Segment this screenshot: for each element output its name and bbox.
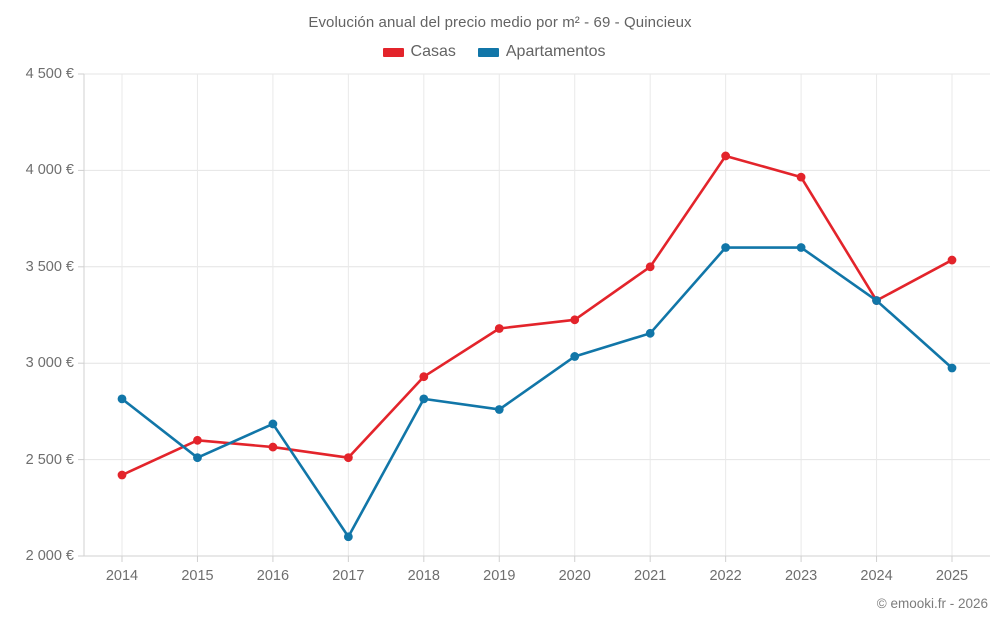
data-point[interactable] xyxy=(796,243,806,252)
series-line-1 xyxy=(120,246,954,539)
x-axis-tick-label: 2016 xyxy=(256,568,290,584)
data-point[interactable] xyxy=(947,255,957,265)
x-axis-tick-label: 2018 xyxy=(407,568,440,584)
data-point[interactable] xyxy=(645,328,655,338)
credit-text: © emooki.fr - 2026 xyxy=(876,596,988,611)
y-axis-tick-label: 2 000 € xyxy=(25,548,74,564)
x-axis-tick-label: 2020 xyxy=(558,568,591,584)
data-point[interactable] xyxy=(419,394,429,404)
legend-label-apartamentos: Apartamentos xyxy=(505,43,606,60)
x-axis-tick-label: 2019 xyxy=(483,568,516,584)
x-axis-tick-label: 2015 xyxy=(181,568,214,584)
x-axis-tick-label: 2024 xyxy=(860,568,893,584)
data-point[interactable] xyxy=(796,172,806,182)
series-line-0 xyxy=(120,154,954,477)
data-point[interactable] xyxy=(193,435,202,445)
data-point[interactable] xyxy=(193,453,202,463)
x-axis-tick-label: 2017 xyxy=(332,568,365,584)
y-axis-tick-label: 4 500 € xyxy=(25,66,74,82)
legend-entry-apartamentos[interactable]: Apartamentos xyxy=(477,43,606,60)
data-point[interactable] xyxy=(494,405,504,414)
data-point[interactable] xyxy=(117,470,127,480)
data-point[interactable] xyxy=(343,453,353,463)
data-point[interactable] xyxy=(343,532,353,542)
legend-swatch-apartamentos xyxy=(477,47,499,57)
x-axis-tick-label: 2023 xyxy=(784,568,818,584)
data-point[interactable] xyxy=(494,324,504,333)
x-axis-tick-label: 2014 xyxy=(105,568,139,584)
data-point[interactable] xyxy=(570,315,580,325)
data-point[interactable] xyxy=(645,262,655,272)
data-point[interactable] xyxy=(570,352,580,361)
data-point[interactable] xyxy=(117,394,127,404)
y-axis-tick-labels: 2 000 € 2 500 € 3 000 € 3 500 € 4 000 € 4 500… xyxy=(0,0,74,625)
data-point[interactable] xyxy=(721,243,731,252)
x-axis-tick-label: 2022 xyxy=(709,568,742,584)
legend-swatch-casas xyxy=(382,47,404,57)
legend-label-casas: Casas xyxy=(410,43,456,60)
data-point[interactable] xyxy=(721,151,731,161)
data-point[interactable] xyxy=(268,442,278,452)
x-axis-tick-label: 2025 xyxy=(935,568,969,584)
data-point[interactable] xyxy=(872,296,881,305)
y-axis-tick-label: 2 500 € xyxy=(25,451,74,468)
legend-entry-casas[interactable]: Casas xyxy=(382,43,456,60)
chart-title: Evolución anual del precio medio por m² … xyxy=(308,14,692,31)
y-axis-tick-label: 3 500 € xyxy=(25,258,74,275)
y-axis-tick-label: 3 000 € xyxy=(25,355,74,372)
data-point[interactable] xyxy=(419,372,429,382)
data-point[interactable] xyxy=(947,363,957,373)
x-axis-tick-label: 2021 xyxy=(634,568,667,584)
y-axis-tick-label: 4 000 € xyxy=(25,162,74,179)
chart-legend: Casas Apartamentos xyxy=(0,44,1000,60)
data-point[interactable] xyxy=(268,419,278,429)
